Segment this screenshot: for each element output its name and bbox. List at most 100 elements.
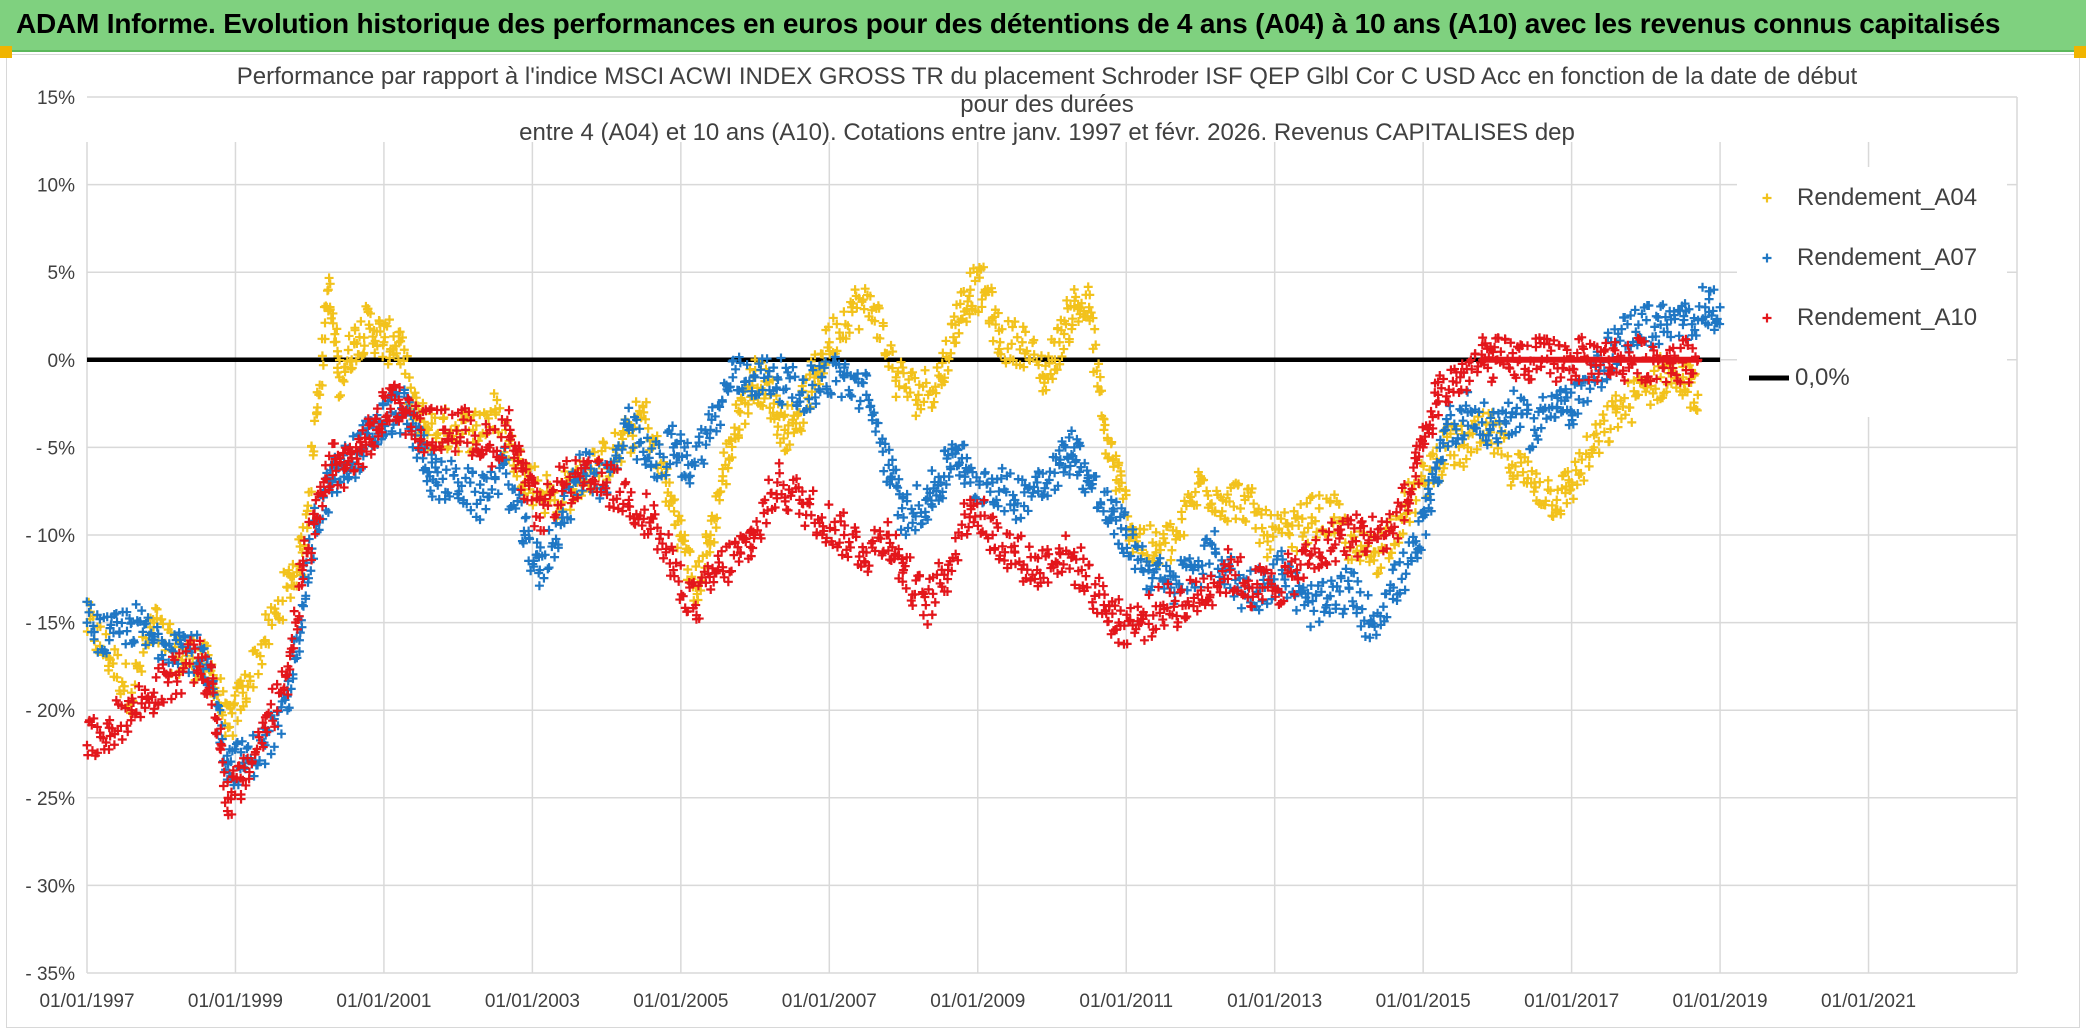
data-point	[1060, 442, 1070, 452]
data-point	[238, 701, 248, 711]
data-point-anchor	[238, 688, 248, 698]
data-point	[731, 400, 741, 410]
data-point	[1459, 430, 1469, 440]
data-point	[806, 510, 816, 520]
data-point	[1630, 305, 1640, 315]
data-point	[306, 442, 316, 452]
data-point	[685, 471, 695, 481]
data-point	[620, 415, 630, 425]
data-point	[1582, 432, 1592, 442]
data-point	[269, 742, 279, 752]
data-point	[1304, 559, 1314, 569]
data-point	[1121, 490, 1131, 500]
data-point	[490, 474, 500, 484]
data-point	[1687, 319, 1697, 329]
data-point-anchor	[453, 477, 463, 487]
data-point	[1421, 530, 1431, 540]
data-point	[962, 317, 972, 327]
data-point	[1698, 282, 1708, 292]
data-point	[445, 491, 455, 501]
data-point-anchor	[1040, 372, 1050, 382]
data-point	[529, 562, 539, 572]
data-point	[1297, 514, 1307, 524]
data-point-anchor	[1240, 495, 1250, 505]
data-point	[1071, 455, 1081, 465]
data-point	[1712, 314, 1722, 324]
data-point	[462, 438, 472, 448]
data-point	[83, 750, 93, 760]
data-point	[1019, 362, 1029, 372]
data-point-anchor	[921, 600, 931, 610]
data-point	[808, 486, 818, 496]
data-point-anchor	[817, 372, 827, 382]
data-point	[1156, 545, 1166, 555]
data-point	[395, 398, 405, 408]
data-point	[918, 610, 928, 620]
data-point	[727, 442, 737, 452]
data-point	[636, 437, 646, 447]
data-point	[1488, 407, 1498, 417]
data-point	[1464, 376, 1474, 386]
data-point	[165, 619, 175, 629]
data-point	[304, 534, 314, 544]
data-point	[866, 401, 876, 411]
data-point	[1523, 473, 1533, 483]
data-point	[255, 651, 265, 661]
data-point	[542, 470, 552, 480]
data-point	[1365, 633, 1375, 643]
data-point	[230, 691, 240, 701]
data-point-anchor	[82, 618, 92, 628]
data-point	[466, 415, 476, 425]
data-point-anchor	[1329, 512, 1339, 522]
data-point-anchor	[557, 512, 567, 522]
data-point	[1084, 560, 1094, 570]
data-point	[325, 279, 335, 289]
data-point	[693, 595, 703, 605]
data-point	[262, 727, 272, 737]
data-point	[131, 708, 141, 718]
data-point	[410, 388, 420, 398]
data-point-anchor	[995, 337, 1005, 347]
data-point	[1601, 338, 1611, 348]
data-point-anchor	[1693, 390, 1703, 400]
data-point	[862, 371, 872, 381]
data-point	[426, 403, 436, 413]
data-point	[141, 618, 151, 628]
data-point	[1161, 561, 1171, 571]
legend-label: Rendement_A10	[1797, 304, 1977, 331]
data-point	[1314, 490, 1324, 500]
data-point	[1303, 538, 1313, 548]
data-point	[240, 763, 250, 773]
data-point-anchor	[520, 530, 530, 540]
data-point	[174, 648, 184, 658]
data-point	[1479, 398, 1489, 408]
data-point	[176, 688, 186, 698]
data-point	[253, 669, 263, 679]
data-point	[821, 357, 831, 367]
data-point	[949, 312, 959, 322]
data-point	[355, 437, 365, 447]
data-point	[1017, 475, 1027, 485]
data-point-anchor	[127, 618, 137, 628]
chart-title-line-1: Performance par rapport à l'indice MSCI …	[236, 63, 1858, 90]
data-point	[589, 447, 599, 457]
data-point	[344, 331, 354, 341]
data-point	[946, 348, 956, 358]
data-point	[1059, 344, 1069, 354]
data-point	[779, 412, 789, 422]
data-point	[252, 744, 262, 754]
data-point	[366, 309, 376, 319]
data-point	[1648, 388, 1658, 398]
data-point	[101, 738, 111, 748]
data-point	[210, 728, 220, 738]
data-point	[1050, 468, 1060, 478]
data-point-anchor	[1114, 477, 1124, 487]
data-point-anchor	[1426, 495, 1436, 505]
chart-gridlines	[86, 96, 2018, 974]
data-point	[1069, 284, 1079, 294]
data-point	[104, 744, 114, 754]
data-point	[140, 685, 150, 695]
data-point	[878, 321, 888, 331]
data-point	[1268, 559, 1278, 569]
data-point	[1105, 514, 1115, 524]
